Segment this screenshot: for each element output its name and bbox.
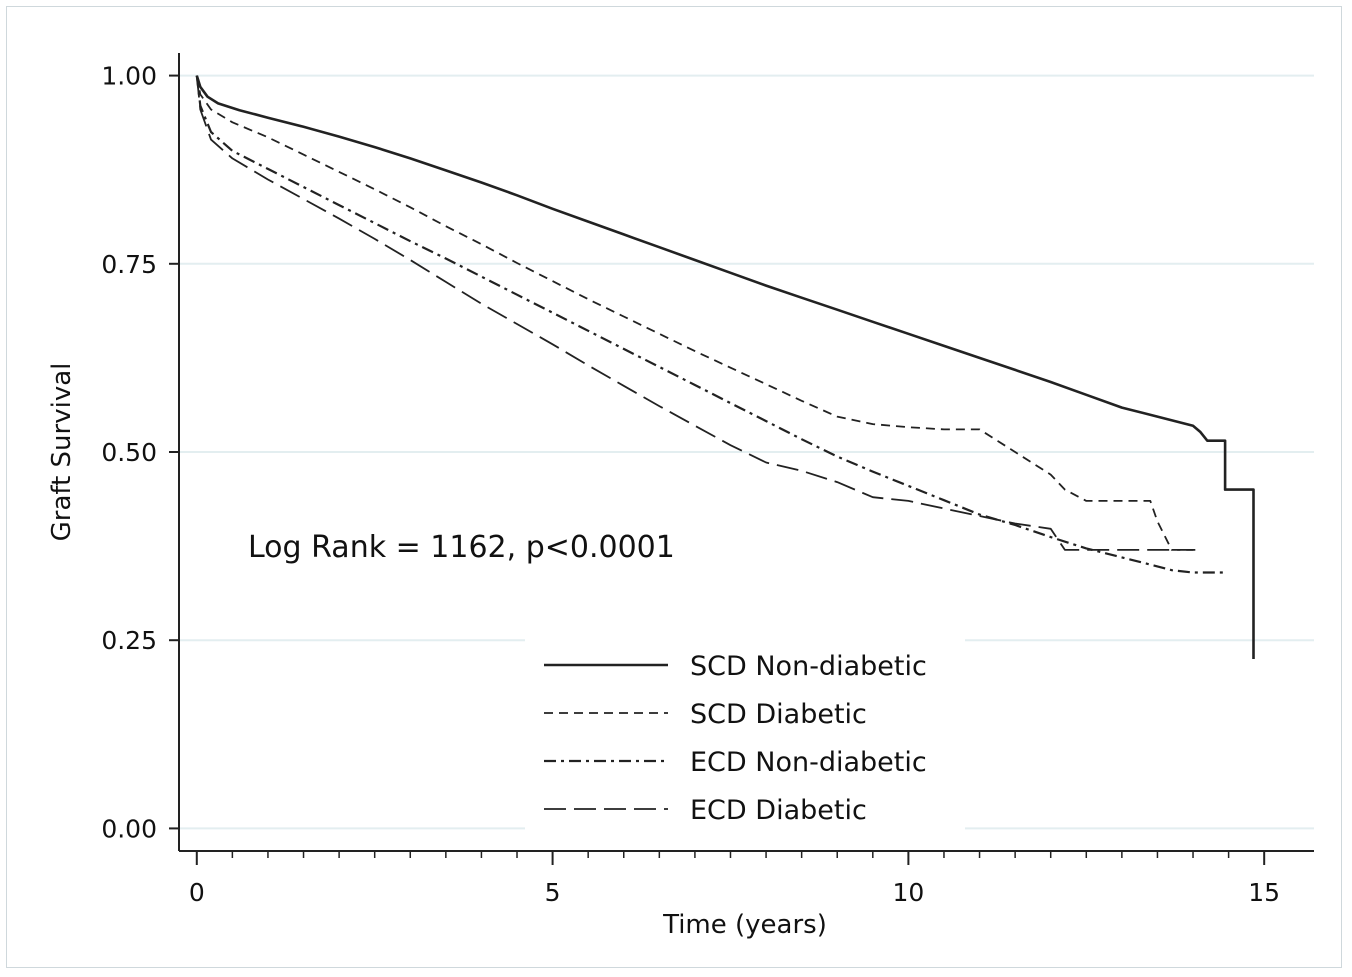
y-axis-title: Graft Survival <box>47 363 77 542</box>
x-axis-title: Time (years) <box>662 910 827 940</box>
y-tick-label: 0.75 <box>101 250 157 279</box>
series-line-2 <box>195 75 1201 551</box>
legend: SCD Non-diabetic SCD Diabetic ECD Non-diab… <box>525 630 965 845</box>
y-tick-label: 1.00 <box>101 62 157 91</box>
x-tick-label: 0 <box>189 878 205 907</box>
x-tick-label: 15 <box>1248 878 1280 907</box>
y-tick-label: 0.00 <box>101 814 157 843</box>
y-tick-label: 0.50 <box>101 438 157 467</box>
legend-label-3: ECD Non-diabetic <box>690 747 927 778</box>
x-tick-label: 5 <box>545 878 561 907</box>
y-tick-label: 0.25 <box>101 626 157 655</box>
series-group <box>195 75 1255 659</box>
log-rank-annotation: Log Rank = 1162, p<0.0001 <box>248 530 675 565</box>
series-line-4 <box>195 75 1194 551</box>
legend-label-1: SCD Non-diabetic <box>690 651 927 682</box>
legend-label-4: ECD Diabetic <box>690 795 867 826</box>
series-line-1 <box>195 75 1255 659</box>
ticks: 0.00 0.25 0.50 0.75 1.00 0 5 10 15 <box>101 62 1280 907</box>
legend-label-2: SCD Diabetic <box>690 699 867 730</box>
x-tick-label: 10 <box>892 878 924 907</box>
series-line-3 <box>195 75 1226 574</box>
